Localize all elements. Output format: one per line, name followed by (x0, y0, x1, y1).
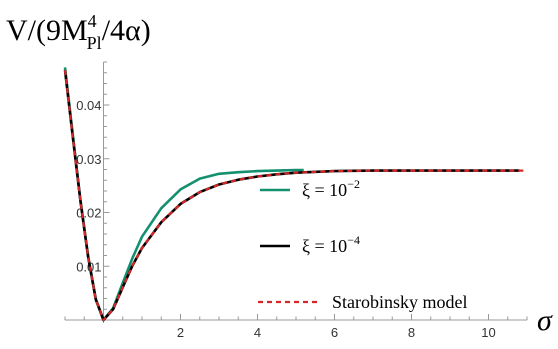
legend-label-exponent: −4 (347, 233, 360, 247)
y-axis-title-sup: 4 (88, 11, 97, 31)
x-axis-title: σ (537, 304, 553, 337)
y-tick-label: 0.02 (76, 206, 101, 221)
x-tick-label: 10 (481, 325, 495, 340)
axes: 2 4 6 8 100.010.020.030.04 (64, 61, 528, 340)
y-tick-label: 0.04 (76, 98, 101, 113)
legend-label-1: ξ = 10−2 (302, 177, 360, 200)
y-axis-title-sub: Pl (87, 33, 102, 53)
y-tick-label: 0.03 (76, 152, 101, 167)
legend-label-2: ξ = 10−4 (302, 233, 360, 256)
x-tick-label: 2 (177, 325, 184, 340)
legend-label-text: ξ = 10 (302, 236, 347, 256)
series-line-2 (63, 69, 520, 322)
y-axis-title: V/(9M4 Pl/4α) (6, 11, 151, 53)
legend-label-text: ξ = 10 (302, 180, 347, 200)
series-layer (63, 67, 527, 322)
x-tick-label: 8 (408, 325, 415, 340)
y-axis-title-tail: /4α) (102, 14, 151, 47)
series-line-3 (63, 69, 527, 322)
legend-label-3: Starobinsky model (332, 292, 468, 312)
x-tick-label: 4 (254, 325, 261, 340)
y-axis-title-base: V/(9M (6, 14, 88, 47)
legend-label-text: Starobinsky model (332, 292, 468, 312)
x-tick-label: 6 (331, 325, 338, 340)
legend-label-exponent: −2 (347, 177, 360, 191)
